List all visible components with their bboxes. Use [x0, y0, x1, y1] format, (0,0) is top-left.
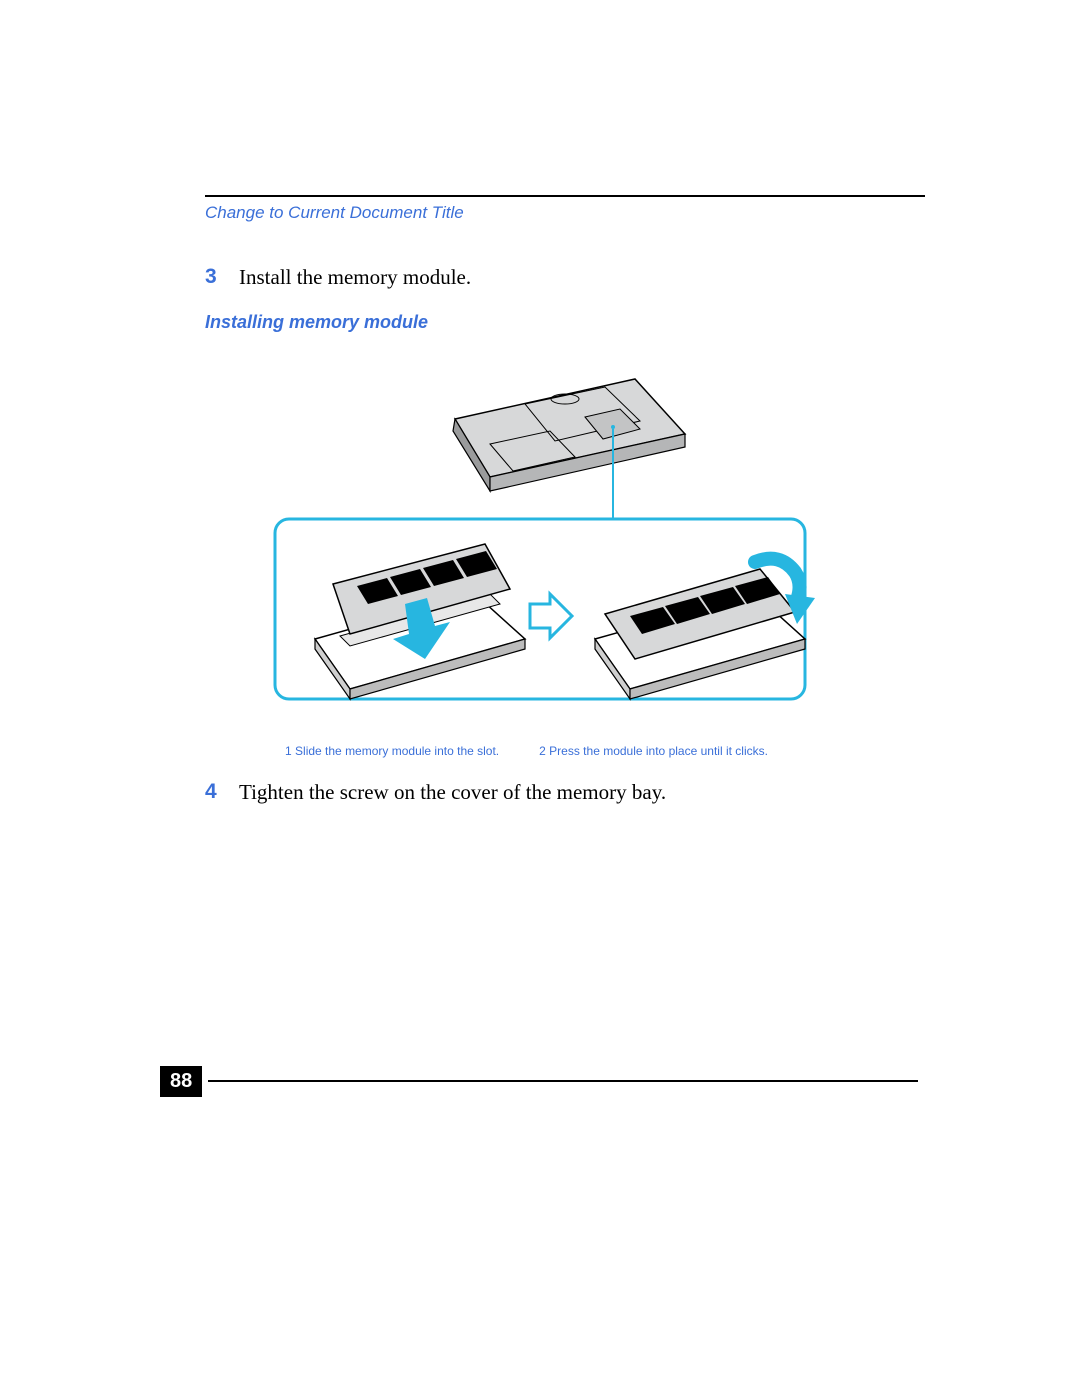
step-number: 4	[205, 780, 219, 805]
caption-text: Slide the memory module into the slot.	[295, 744, 499, 758]
caption-2: 2 Press the module into place until it c…	[539, 744, 768, 758]
step-3: 3 Install the memory module.	[205, 265, 925, 290]
figure-captions: 1 Slide the memory module into the slot.…	[285, 744, 925, 758]
caption-num: 1	[285, 744, 292, 758]
step-number: 3	[205, 265, 219, 290]
running-head: Change to Current Document Title	[205, 203, 925, 223]
page-footer: 88	[160, 1066, 925, 1097]
top-rule	[205, 195, 925, 197]
figure-title: Installing memory module	[205, 312, 925, 333]
caption-text: Press the module into place until it cli…	[549, 744, 768, 758]
step-4: 4 Tighten the screw on the cover of the …	[205, 780, 925, 805]
footer-rule	[208, 1080, 918, 1082]
page-content: Change to Current Document Title 3 Insta…	[205, 195, 925, 827]
caption-1: 1 Slide the memory module into the slot.	[285, 744, 499, 758]
page-number: 88	[160, 1066, 202, 1097]
memory-install-diagram-icon	[245, 349, 835, 729]
caption-num: 2	[539, 744, 546, 758]
step-text: Tighten the screw on the cover of the me…	[239, 780, 666, 805]
figure-illustration	[245, 349, 835, 734]
step-text: Install the memory module.	[239, 265, 471, 290]
